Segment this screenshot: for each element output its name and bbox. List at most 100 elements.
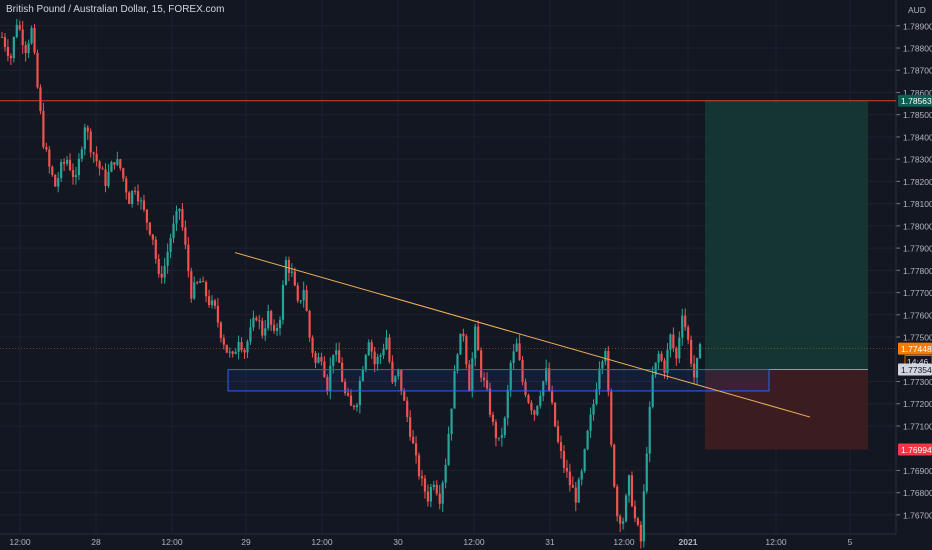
candle-body [243, 349, 246, 353]
candle-body [355, 405, 359, 408]
candle-body [341, 362, 344, 382]
x-tick-label: 12:00 [463, 537, 485, 547]
candle-body [456, 354, 459, 372]
candle-body [296, 285, 299, 301]
candle-body [548, 368, 551, 391]
x-tick-label: 28 [91, 537, 101, 547]
candle-body [63, 161, 66, 164]
candle-body [645, 453, 648, 492]
candle-body [187, 244, 190, 272]
candle-body [542, 381, 545, 396]
candle-body [335, 350, 338, 355]
candle-body [68, 159, 72, 171]
candle-body [346, 393, 350, 396]
candle-body [412, 436, 415, 444]
candle-body [409, 417, 412, 437]
candle-body [57, 178, 60, 187]
candle-body [669, 334, 672, 350]
candle-body [545, 368, 548, 382]
candle-body [382, 349, 385, 356]
candle-body [86, 127, 89, 132]
candle-body [488, 388, 492, 415]
candle-body [432, 484, 435, 488]
candle-body [154, 239, 157, 259]
candle-body [302, 290, 305, 301]
candle-body [397, 369, 400, 377]
stop-price-tag: 1.76994 [901, 445, 932, 455]
candle-body [349, 395, 353, 406]
candle-body [172, 223, 175, 239]
candle-body [524, 381, 527, 396]
candle-body [133, 190, 137, 192]
candle-body [18, 24, 21, 30]
y-tick-label: 1.77200 [903, 399, 932, 409]
candle-body [308, 311, 311, 338]
candle-body [509, 362, 512, 390]
y-tick-label: 1.78400 [903, 132, 932, 142]
candle-body [453, 371, 456, 409]
x-tick-label: 12:00 [9, 537, 31, 547]
y-tick-label: 1.78500 [903, 110, 932, 120]
currency-label: AUD [908, 5, 926, 15]
candle-body [287, 259, 290, 273]
candle-body [225, 344, 228, 353]
candle-body [139, 200, 143, 202]
candle-body [204, 281, 208, 297]
candle-body [367, 342, 370, 356]
candle-body [190, 271, 193, 299]
y-tick-label: 1.78100 [903, 199, 932, 209]
x-tick-label: 12:00 [161, 537, 183, 547]
current-price-tag-bg [898, 342, 932, 355]
y-tick-label: 1.78200 [903, 177, 932, 187]
candle-body [358, 381, 361, 406]
candle-body [74, 175, 78, 178]
candle-body [630, 475, 634, 507]
candle-body [352, 405, 356, 408]
candle-body [414, 443, 418, 456]
candle-body [293, 271, 296, 286]
candle-body [36, 52, 39, 88]
candle-body [687, 327, 690, 340]
candle-body [598, 368, 601, 390]
candle-body [627, 475, 631, 496]
candle-body [574, 487, 577, 503]
x-tick-label: 2021 [679, 537, 698, 547]
candle-body [678, 337, 681, 359]
support-zone-box [227, 369, 770, 392]
candle-body [539, 395, 542, 406]
candle-body [527, 395, 530, 403]
candle-body [33, 27, 36, 53]
candle-body [30, 27, 33, 44]
candle-body [83, 127, 86, 150]
candle-body [482, 377, 486, 381]
candle-body [639, 524, 642, 542]
candle-body [320, 357, 323, 362]
candle-body [98, 161, 101, 169]
candle-body [27, 43, 30, 54]
candle-body [142, 200, 146, 210]
candle-body [42, 111, 45, 147]
candle-body [258, 320, 261, 322]
countdown-label: 14:46 [907, 357, 929, 367]
descending-trendline [234, 252, 811, 418]
profit-target-zone [705, 100, 868, 370]
target-price-tag-bg [898, 94, 932, 107]
candle-body [568, 471, 571, 486]
candle-body [666, 349, 669, 373]
candle-body [654, 362, 657, 375]
candle-body [624, 495, 628, 522]
candle-body [136, 191, 140, 202]
candle-body [616, 486, 619, 517]
candle-body [684, 315, 687, 328]
candle-body [474, 326, 477, 359]
candle-body [193, 282, 196, 299]
y-tick-label: 1.76700 [903, 510, 932, 520]
candle-body [364, 355, 367, 370]
x-tick-label: 12:00 [613, 537, 635, 547]
candle-body [536, 405, 539, 415]
target-price-tag: 1.78563 [901, 96, 932, 106]
candle-body [240, 342, 243, 350]
candle-body [480, 350, 483, 378]
candle-body [648, 406, 651, 454]
